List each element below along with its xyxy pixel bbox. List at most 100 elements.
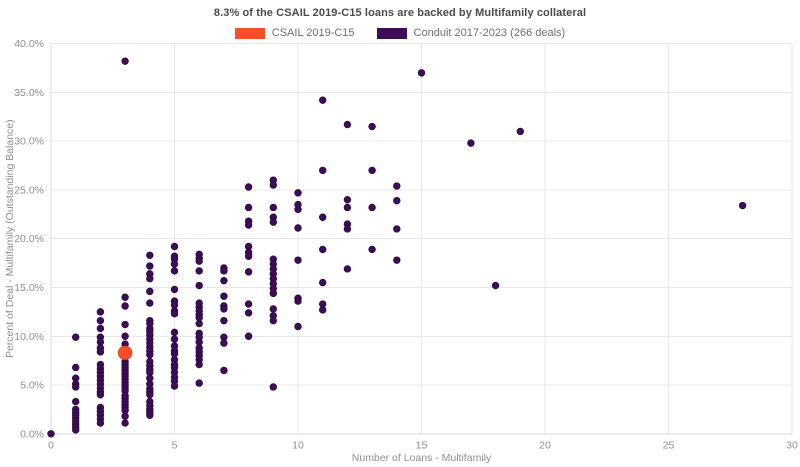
- data-point[interactable]: [195, 281, 203, 290]
- data-point[interactable]: [393, 256, 401, 264]
- y-tick-label: 5.0%: [20, 380, 44, 392]
- data-point[interactable]: [96, 308, 105, 316]
- data-point[interactable]: [195, 267, 203, 275]
- data-point[interactable]: [170, 285, 179, 294]
- data-point[interactable]: [294, 205, 302, 214]
- data-point[interactable]: [71, 333, 80, 341]
- data-point[interactable]: [195, 360, 203, 369]
- legend-item-1[interactable]: Conduit 2017-2023 (266 deals): [376, 27, 565, 39]
- data-point[interactable]: [516, 127, 524, 136]
- data-point[interactable]: [393, 196, 401, 205]
- data-point[interactable]: [294, 297, 302, 305]
- data-point[interactable]: [146, 262, 154, 270]
- data-point[interactable]: [146, 299, 154, 307]
- data-point[interactable]: [121, 320, 129, 329]
- data-point[interactable]: [220, 276, 228, 285]
- data-point[interactable]: [417, 69, 426, 77]
- data-point[interactable]: [220, 316, 228, 325]
- data-point[interactable]: [117, 345, 133, 361]
- y-axis-title: Percent of Deal - Multifamily (Outstandi…: [4, 119, 16, 358]
- data-point[interactable]: [146, 351, 154, 359]
- data-point[interactable]: [269, 203, 277, 212]
- data-point[interactable]: [121, 419, 129, 427]
- data-point[interactable]: [170, 267, 179, 275]
- data-point[interactable]: [319, 278, 327, 287]
- data-point[interactable]: [244, 309, 253, 317]
- data-point[interactable]: [170, 382, 179, 390]
- data-point[interactable]: [96, 324, 105, 333]
- data-point[interactable]: [170, 242, 179, 251]
- data-point[interactable]: [121, 332, 129, 340]
- data-point[interactable]: [343, 120, 352, 129]
- data-point[interactable]: [170, 260, 179, 268]
- data-point[interactable]: [47, 430, 55, 438]
- data-point[interactable]: [170, 328, 179, 337]
- data-point[interactable]: [244, 183, 253, 191]
- data-point[interactable]: [121, 293, 129, 301]
- data-point[interactable]: [71, 363, 80, 372]
- data-point[interactable]: [343, 225, 352, 233]
- data-point[interactable]: [195, 379, 203, 387]
- data-point[interactable]: [467, 139, 475, 147]
- data-point[interactable]: [343, 203, 352, 212]
- data-point[interactable]: [244, 203, 253, 212]
- data-point[interactable]: [244, 221, 253, 229]
- data-point[interactable]: [121, 57, 129, 65]
- data-point[interactable]: [294, 256, 302, 264]
- data-point[interactable]: [146, 287, 154, 296]
- data-point[interactable]: [368, 166, 376, 175]
- data-point[interactable]: [71, 426, 80, 434]
- data-point[interactable]: [244, 252, 253, 260]
- data-point[interactable]: [343, 195, 352, 204]
- data-point[interactable]: [96, 348, 105, 356]
- data-point[interactable]: [738, 201, 747, 210]
- data-point[interactable]: [71, 397, 80, 406]
- data-point[interactable]: [368, 203, 376, 212]
- data-point[interactable]: [170, 310, 179, 318]
- data-point[interactable]: [195, 319, 203, 328]
- data-point[interactable]: [269, 305, 277, 313]
- data-point[interactable]: [294, 224, 302, 232]
- data-point[interactable]: [294, 189, 302, 197]
- data-point[interactable]: [319, 166, 327, 175]
- data-point[interactable]: [170, 335, 179, 343]
- data-point[interactable]: [121, 302, 129, 310]
- data-point[interactable]: [269, 289, 277, 298]
- legend-item-0[interactable]: CSAIL 2019-C15: [234, 27, 355, 39]
- data-point[interactable]: [269, 383, 277, 391]
- data-point[interactable]: [294, 322, 302, 331]
- data-point[interactable]: [220, 366, 228, 375]
- data-point[interactable]: [269, 181, 277, 189]
- data-point[interactable]: [146, 391, 154, 399]
- data-point[interactable]: [491, 281, 500, 290]
- data-point[interactable]: [319, 213, 327, 221]
- data-point[interactable]: [121, 412, 129, 420]
- data-point[interactable]: [146, 411, 154, 419]
- data-point[interactable]: [319, 96, 327, 104]
- data-point[interactable]: [368, 245, 376, 254]
- data-point[interactable]: [244, 268, 253, 276]
- y-tick-label: 40.0%: [14, 38, 44, 50]
- data-point[interactable]: [96, 391, 105, 399]
- data-point[interactable]: [269, 316, 277, 325]
- data-point[interactable]: [393, 182, 401, 190]
- data-point[interactable]: [146, 251, 154, 259]
- data-point[interactable]: [220, 267, 228, 275]
- data-point[interactable]: [319, 245, 327, 254]
- data-point[interactable]: [244, 300, 253, 308]
- data-point[interactable]: [96, 316, 105, 325]
- data-point[interactable]: [343, 265, 352, 273]
- data-point[interactable]: [195, 257, 203, 265]
- data-point[interactable]: [96, 419, 105, 427]
- data-point[interactable]: [220, 292, 228, 300]
- data-point[interactable]: [244, 332, 253, 340]
- y-tick-label: 10.0%: [14, 331, 44, 343]
- data-point[interactable]: [220, 305, 228, 313]
- data-point[interactable]: [269, 218, 277, 226]
- data-point[interactable]: [368, 122, 376, 131]
- data-point[interactable]: [220, 339, 228, 347]
- data-point[interactable]: [319, 306, 327, 314]
- data-point[interactable]: [393, 225, 401, 233]
- data-point[interactable]: [146, 274, 154, 283]
- data-point[interactable]: [71, 383, 80, 391]
